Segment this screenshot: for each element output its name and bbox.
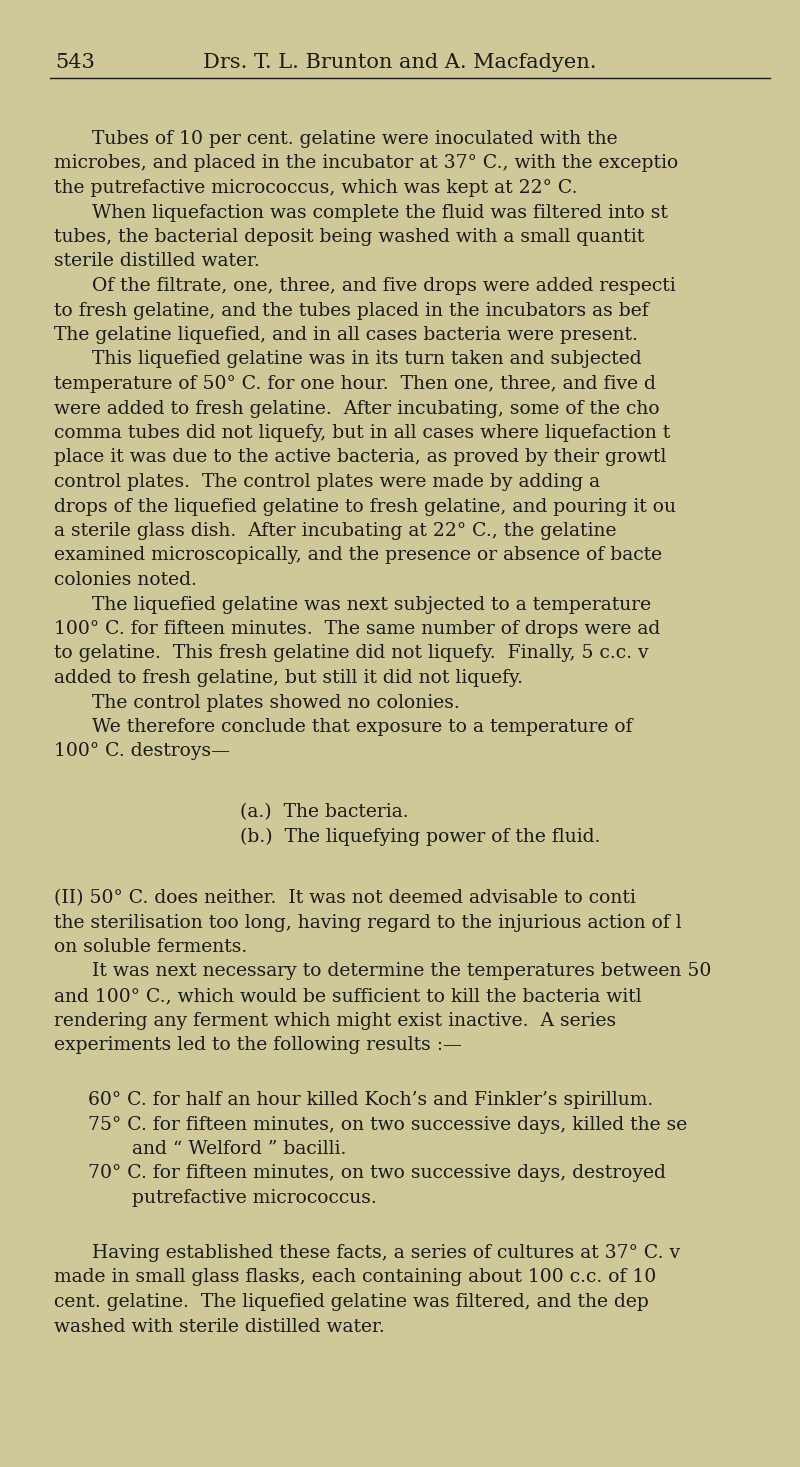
Text: rendering any ferment which might exist inactive.  A series: rendering any ferment which might exist … [54,1012,617,1030]
Text: The gelatine liquefied, and in all cases bacteria were present.: The gelatine liquefied, and in all cases… [54,326,638,343]
Text: (b.)  The liquefying power of the fluid.: (b.) The liquefying power of the fluid. [240,827,600,846]
Text: Drs. T. L. Brunton and A. Macfadyen.: Drs. T. L. Brunton and A. Macfadyen. [203,53,597,72]
Text: This liquefied gelatine was in its turn taken and subjected: This liquefied gelatine was in its turn … [93,351,642,368]
Text: 543: 543 [55,53,95,72]
Text: Having established these facts, a series of cultures at 37° C. v: Having established these facts, a series… [93,1244,681,1262]
Text: The liquefied gelatine was next subjected to a temperaturе: The liquefied gelatine was next subjecte… [93,596,651,613]
Text: control plates.  The control plates were made by adding a: control plates. The control plates were … [54,472,601,491]
Text: the sterilisation too long, having regard to the injurious action of l: the sterilisation too long, having regar… [54,914,682,932]
Text: experiments led to the following results :—: experiments led to the following results… [54,1036,462,1053]
Text: made in small glass flasks, each containing about 100 c.c. of 10: made in small glass flasks, each contain… [54,1269,657,1287]
Text: The control plates showed no colonies.: The control plates showed no colonies. [93,694,460,711]
Text: (a.)  The bacteria.: (a.) The bacteria. [240,804,409,822]
Text: 60° C. for half an hour killed Koch’s and Finkler’s spirillum.: 60° C. for half an hour killed Koch’s an… [88,1091,654,1109]
Text: the putrefactive micrococcus, which was kept at 22° C.: the putrefactive micrococcus, which was … [54,179,578,197]
Text: Tubes of 10 per cent. gelatine were inoculated with the: Tubes of 10 per cent. gelatine were inoc… [93,131,618,148]
Text: putrefactive micrococcus.: putrefactive micrococcus. [132,1188,377,1207]
Text: were added to fresh gelatine.  After incubating, some of the cho: were added to fresh gelatine. After incu… [54,399,660,418]
Text: microbes, and placed in the incubator at 37° C., with the exceptio: microbes, and placed in the incubator at… [54,154,678,173]
Text: cent. gelatine.  The liquefied gelatine was filtered, and the dep: cent. gelatine. The liquefied gelatine w… [54,1292,650,1311]
Text: We therefore conclude that exposure to a temperature of: We therefore conclude that exposure to a… [93,717,633,736]
Text: 75° C. for fifteen minutes, on two successive days, killed the sе: 75° C. for fifteen minutes, on two succe… [88,1115,687,1134]
Text: drops of the liquefied gelatine to fresh gelatine, and pouring it ou: drops of the liquefied gelatine to fresh… [54,497,677,515]
Text: and 100° C., which would be sufficient to kill the bacteria witl: and 100° C., which would be sufficient t… [54,987,642,1005]
Text: added to fresh gelatine, but still it did not liquefy.: added to fresh gelatine, but still it di… [54,669,523,687]
Text: a sterile glass dish.  After incubating at 22° C., the gelatine: a sterile glass dish. After incubating a… [54,522,617,540]
Text: examined microscopically, and the presence or absence of bacte: examined microscopically, and the presen… [54,547,662,565]
Text: When liquefaction was complete the fluid was filtered into st: When liquefaction was complete the fluid… [93,204,668,222]
Text: 100° C. for fifteen minutes.  The same number of drops were ad: 100° C. for fifteen minutes. The same nu… [54,621,661,638]
Text: sterile distilled water.: sterile distilled water. [54,252,260,270]
Text: (II) 50° C. does neither.  It was not deemed advisable to conti: (II) 50° C. does neither. It was not dee… [54,889,636,907]
Text: place it was due to the active bacteria, as proved by their growtl: place it was due to the active bacteria,… [54,449,666,467]
Text: Of the filtrate, one, three, and five drops were added respecti: Of the filtrate, one, three, and five dr… [93,277,676,295]
Text: and “ Welford ” bacilli.: and “ Welford ” bacilli. [132,1140,346,1157]
Text: colonies noted.: colonies noted. [54,571,198,588]
Text: tubes, the bacterial deposit being washed with a small quantit: tubes, the bacterial deposit being washe… [54,227,645,246]
Text: on soluble ferments.: on soluble ferments. [54,937,248,956]
Text: to fresh gelatine, and the tubes placed in the incubators as bef: to fresh gelatine, and the tubes placed … [54,302,649,320]
Text: comma tubes did not liquefy, but in all cases where liquefaction t: comma tubes did not liquefy, but in all … [54,424,670,442]
Text: washed with sterile distilled water.: washed with sterile distilled water. [54,1317,385,1335]
Text: It was next necessary to determine the temperatures between 50: It was next necessary to determine the t… [93,962,712,980]
Text: 70° C. for fifteen minutes, on two successive days, destroyed: 70° C. for fifteen minutes, on two succe… [88,1165,666,1182]
Text: 100° C. destroys—: 100° C. destroys— [54,742,230,760]
Text: to gelatine.  This fresh gelatine did not liquefy.  Finally, 5 c.c. v: to gelatine. This fresh gelatine did not… [54,644,649,663]
Text: temperature of 50° C. for one hour.  Then one, three, and five d: temperature of 50° C. for one hour. Then… [54,376,656,393]
